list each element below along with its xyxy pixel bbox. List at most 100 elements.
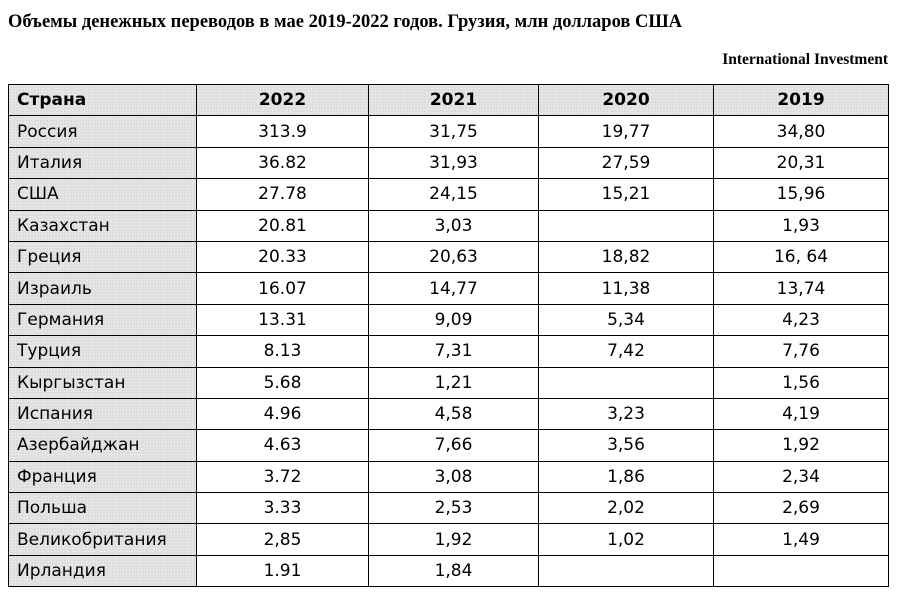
value-2020-cell: 3,23 — [538, 397, 714, 431]
value-2020-cell: 11,38 — [538, 272, 714, 305]
table-row: Испания 4.96 4,58 3,23 4,19 — [8, 397, 889, 431]
value-2019-cell: 13,74 — [713, 272, 889, 305]
country-cell: США — [8, 178, 197, 211]
table-header-row: Страна 2022 2021 2020 2019 — [8, 83, 889, 117]
country-cell: Азербайджан — [8, 429, 197, 462]
value-2021-cell: 2,53 — [368, 492, 539, 525]
value-2021-cell: 3,08 — [368, 460, 539, 494]
value-2019-cell: 20,31 — [713, 146, 889, 180]
value-2022-cell: 27.78 — [196, 178, 369, 211]
header-country: Страна — [8, 83, 197, 117]
value-2019-cell: 1,56 — [713, 366, 889, 399]
value-2019-cell: 16, 64 — [713, 240, 889, 274]
header-2020: 2020 — [538, 83, 714, 117]
header-2022: 2022 — [196, 83, 369, 117]
table-row: Польша 3.33 2,53 2,02 2,69 — [8, 492, 889, 525]
value-2019-cell: 1,92 — [713, 429, 889, 462]
value-2020-cell: 18,82 — [538, 240, 714, 274]
value-2022-cell: 2,85 — [196, 523, 369, 556]
value-2022-cell: 5.68 — [196, 366, 369, 399]
value-2021-cell: 3,03 — [368, 209, 539, 242]
value-2020-cell: 15,21 — [538, 178, 714, 211]
table-row: Греция 20.33 20,63 18,82 16, 64 — [8, 240, 889, 274]
table-row: Казахстан 20.81 3,03 1,93 — [8, 209, 889, 242]
value-2021-cell: 1,21 — [368, 366, 539, 399]
value-2021-cell: 9,09 — [368, 303, 539, 337]
value-2022-cell: 16.07 — [196, 272, 369, 305]
value-2021-cell: 7,31 — [368, 335, 539, 368]
value-2020-cell: 7,42 — [538, 335, 714, 368]
table-row: Россия 313.9 31,75 19,77 34,80 — [8, 115, 889, 148]
value-2021-cell: 20,63 — [368, 240, 539, 274]
value-2019-cell: 1,93 — [713, 209, 889, 242]
value-2022-cell: 8.13 — [196, 335, 369, 368]
value-2019-cell: 1,49 — [713, 523, 889, 556]
country-cell: Испания — [8, 397, 197, 431]
table-row: Ирландия 1.91 1,84 — [8, 554, 889, 588]
value-2020-cell: 5,34 — [538, 303, 714, 337]
country-cell: Ирландия — [8, 554, 197, 588]
table-row: Кыргызстан 5.68 1,21 1,56 — [8, 366, 889, 399]
value-2021-cell: 1,84 — [368, 554, 539, 588]
page-title: Объемы денежных переводов в мае 2019-202… — [8, 12, 683, 32]
value-2022-cell: 20.81 — [196, 209, 369, 242]
value-2020-cell — [538, 366, 714, 399]
table-row: Израиль 16.07 14,77 11,38 13,74 — [8, 272, 889, 305]
value-2019-cell: 4,19 — [713, 397, 889, 431]
country-cell: Италия — [8, 146, 197, 180]
value-2021-cell: 1,92 — [368, 523, 539, 556]
value-2020-cell: 2,02 — [538, 492, 714, 525]
remittance-table: Страна 2022 2021 2020 2019 Россия 313.9 31… — [8, 83, 889, 588]
table-body: Россия 313.9 31,75 19,77 34,80 Италия 36.82 31,… — [8, 115, 889, 588]
value-2020-cell: 3,56 — [538, 429, 714, 462]
table-row: Великобритания 2,85 1,92 1,02 1,49 — [8, 523, 889, 556]
value-2019-cell: 7,76 — [713, 335, 889, 368]
value-2022-cell: 13.31 — [196, 303, 369, 337]
country-cell: Великобритания — [8, 523, 197, 556]
value-2020-cell: 27,59 — [538, 146, 714, 180]
header-2021: 2021 — [368, 83, 539, 117]
value-2019-cell: 2,69 — [713, 492, 889, 525]
value-2020-cell — [538, 209, 714, 242]
value-2021-cell: 14,77 — [368, 272, 539, 305]
table-row: Турция 8.13 7,31 7,42 7,76 — [8, 335, 889, 368]
header-2019: 2019 — [713, 83, 889, 117]
country-cell: Россия — [8, 115, 197, 148]
value-2021-cell: 7,66 — [368, 429, 539, 462]
value-2021-cell: 31,93 — [368, 146, 539, 180]
value-2019-cell: 34,80 — [713, 115, 889, 148]
value-2022-cell: 20.33 — [196, 240, 369, 274]
value-2022-cell: 3.72 — [196, 460, 369, 494]
table-row: Азербайджан 4.63 7,66 3,56 1,92 — [8, 429, 889, 462]
table-row: Франция 3.72 3,08 1,86 2,34 — [8, 460, 889, 494]
value-2019-cell: 2,34 — [713, 460, 889, 494]
value-2021-cell: 24,15 — [368, 178, 539, 211]
value-2019-cell — [713, 554, 889, 588]
country-cell: Греция — [8, 240, 197, 274]
country-cell: Германия — [8, 303, 197, 337]
value-2022-cell: 36.82 — [196, 146, 369, 180]
country-cell: Польша — [8, 492, 197, 525]
table-row: Италия 36.82 31,93 27,59 20,31 — [8, 146, 889, 180]
value-2019-cell: 4,23 — [713, 303, 889, 337]
value-2019-cell: 15,96 — [713, 178, 889, 211]
value-2022-cell: 4.96 — [196, 397, 369, 431]
country-cell: Турция — [8, 335, 197, 368]
value-2022-cell: 1.91 — [196, 554, 369, 588]
value-2022-cell: 313.9 — [196, 115, 369, 148]
table-row: Германия 13.31 9,09 5,34 4,23 — [8, 303, 889, 337]
country-cell: Кыргызстан — [8, 366, 197, 399]
value-2021-cell: 31,75 — [368, 115, 539, 148]
source-label: International Investment — [722, 51, 888, 68]
value-2021-cell: 4,58 — [368, 397, 539, 431]
value-2020-cell: 1,86 — [538, 460, 714, 494]
value-2022-cell: 3.33 — [196, 492, 369, 525]
value-2020-cell — [538, 554, 714, 588]
table-row: США 27.78 24,15 15,21 15,96 — [8, 178, 889, 211]
country-cell: Казахстан — [8, 209, 197, 242]
value-2022-cell: 4.63 — [196, 429, 369, 462]
value-2020-cell: 1,02 — [538, 523, 714, 556]
value-2020-cell: 19,77 — [538, 115, 714, 148]
country-cell: Франция — [8, 460, 197, 494]
country-cell: Израиль — [8, 272, 197, 305]
